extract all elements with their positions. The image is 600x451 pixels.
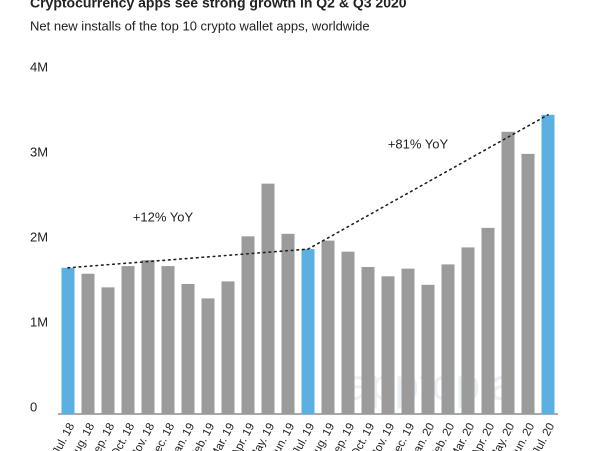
y-tick-label: 4M <box>30 59 48 74</box>
bar <box>221 281 235 414</box>
annotation: +12% YoY <box>133 209 194 224</box>
bar <box>401 268 415 414</box>
bar <box>201 298 215 414</box>
y-tick-label: 3M <box>30 144 48 159</box>
bar <box>81 273 95 414</box>
bar <box>181 283 195 414</box>
bar <box>101 287 115 414</box>
bar <box>161 266 175 414</box>
bar <box>341 251 355 414</box>
bar <box>321 240 335 414</box>
bar <box>241 236 255 414</box>
bar <box>441 264 455 414</box>
y-tick-label: 0 <box>30 399 37 414</box>
bar <box>501 131 515 415</box>
bar <box>301 249 315 414</box>
chart-title: Cryptocurrency apps see strong growth in… <box>30 0 407 11</box>
bar <box>121 266 135 414</box>
bar <box>261 183 275 414</box>
chart-subtitle: Net new installs of the top 10 crypto wa… <box>30 18 370 33</box>
y-tick-label: 2M <box>30 229 48 244</box>
bar <box>381 276 395 414</box>
bar <box>61 267 75 414</box>
bar <box>541 114 555 415</box>
bar <box>421 284 435 414</box>
bar <box>461 247 475 414</box>
trend-line <box>307 114 549 250</box>
bar <box>361 266 375 414</box>
trend-line <box>67 248 309 269</box>
annotation: +81% YoY <box>388 136 449 151</box>
bar <box>141 260 155 414</box>
bar <box>481 227 495 414</box>
y-tick-label: 1M <box>30 314 48 329</box>
bar <box>521 153 535 414</box>
bar <box>281 233 295 414</box>
